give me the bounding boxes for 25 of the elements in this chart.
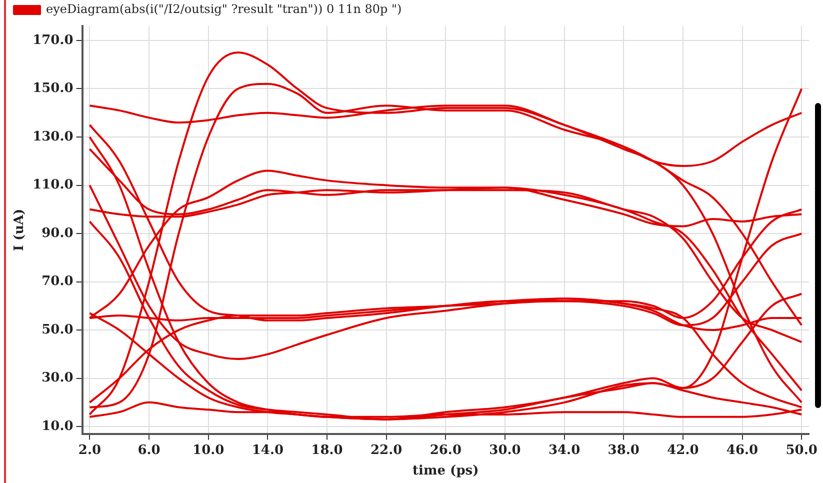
y-tick-label: 30.0 xyxy=(42,370,74,386)
x-tick-label: 42.0 xyxy=(667,442,699,458)
y-tick-label: 10.0 xyxy=(42,418,74,434)
x-tick-label: 14.0 xyxy=(252,442,284,458)
x-axis-title: time (ps) xyxy=(412,464,479,479)
y-tick-label: 110.0 xyxy=(32,178,74,193)
x-tick-label: 18.0 xyxy=(311,442,343,458)
y-tick-label: 170.0 xyxy=(32,32,74,48)
y-tick-label: 90.0 xyxy=(42,226,74,241)
y-tick-label: 130.0 xyxy=(32,129,74,144)
x-tick-label: 26.0 xyxy=(430,442,462,458)
y-tick-label: 150.0 xyxy=(32,81,74,96)
x-tick-label: 46.0 xyxy=(726,442,758,458)
x-tick-label: 34.0 xyxy=(548,442,580,458)
legend-label: eyeDiagram(abs(i("/I2/outsig" ?result "tran")) 0 11n 80p ") xyxy=(46,2,402,16)
x-tick-label: 30.0 xyxy=(489,442,521,458)
x-tick-label: 2.0 xyxy=(78,442,102,458)
x-tick-label: 22.0 xyxy=(370,442,402,458)
x-tick-label: 38.0 xyxy=(608,442,640,458)
y-tick-label: 70.0 xyxy=(42,274,74,290)
x-tick-label: 50.0 xyxy=(786,442,818,458)
y-axis-title: I (uA) xyxy=(12,208,28,252)
y-tick-label: 50.0 xyxy=(42,322,74,338)
x-tick-label: 10.0 xyxy=(192,442,224,458)
x-tick-label: 6.0 xyxy=(138,442,160,458)
